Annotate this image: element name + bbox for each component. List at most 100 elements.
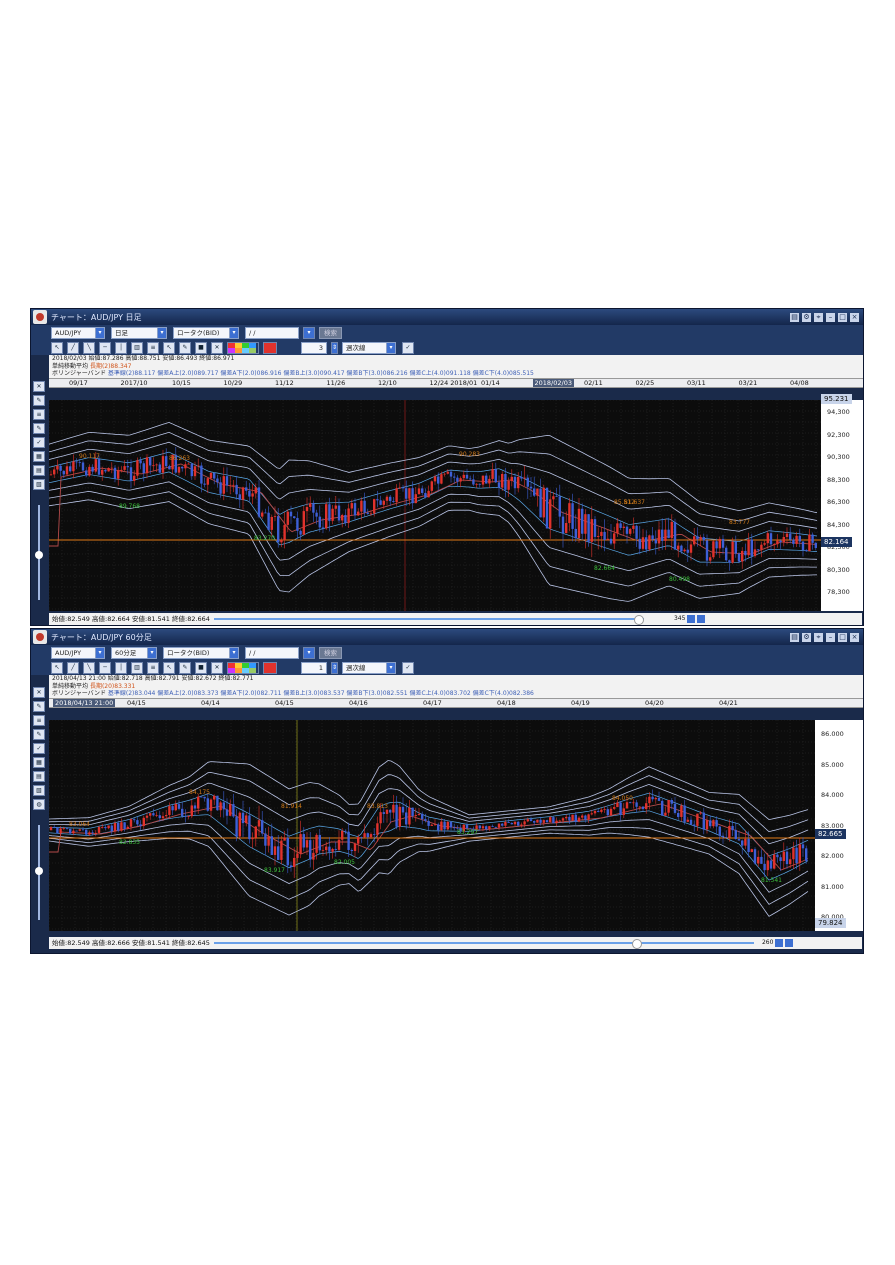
layers-icon[interactable]: ▧ xyxy=(33,479,45,490)
candle-body xyxy=(437,824,440,831)
color-palette[interactable] xyxy=(227,661,259,674)
delete-icon[interactable]: ■ xyxy=(195,341,207,354)
line-type-select[interactable]: 週次線 ▾ xyxy=(342,661,396,674)
horizontal-line-icon[interactable]: ─ xyxy=(99,661,111,674)
pencil-icon[interactable]: ✎ xyxy=(179,661,191,674)
color-palette[interactable] xyxy=(227,341,259,354)
table-icon[interactable]: ▦ xyxy=(33,451,45,462)
select-icon[interactable]: ↖ xyxy=(163,341,175,354)
clear-icon[interactable]: ✕ xyxy=(211,341,223,354)
price-axis: 78,300 80,300 82,300 84,300 86,300 88,300 90,3… xyxy=(821,394,863,611)
diagonal-line-icon[interactable]: ╲ xyxy=(83,341,95,354)
zoom-out-icon[interactable] xyxy=(775,939,784,947)
horizontal-line-icon[interactable]: ─ xyxy=(99,341,111,354)
pen-icon[interactable]: ✎ xyxy=(33,395,45,406)
chart-plot-area[interactable]: 90.117 89.768 86.263 83.270 90.283 85.512 82.6… xyxy=(48,399,821,611)
fibonacci-icon[interactable]: ≡ xyxy=(147,341,159,354)
maximize-icon[interactable]: □ xyxy=(838,632,847,642)
pen-icon[interactable]: ✎ xyxy=(33,701,45,712)
candle-body xyxy=(254,826,257,838)
globe-icon[interactable]: ◍ xyxy=(33,799,45,810)
vertical-line-icon[interactable]: │ xyxy=(115,661,127,674)
line-width-input[interactable]: 1 xyxy=(301,661,327,674)
candle-body xyxy=(270,836,273,855)
slider-knob[interactable] xyxy=(35,551,43,559)
select-icon[interactable]: ↖ xyxy=(163,661,175,674)
chart-plot-area[interactable]: 83.064 82.835 84.175 83.917 81.914 82.005 83.8… xyxy=(48,719,815,931)
list-icon[interactable]: ≡ xyxy=(33,409,45,420)
zoom-icon[interactable]: ✕ xyxy=(33,381,45,392)
layers-icon[interactable]: ▧ xyxy=(33,785,45,796)
horizontal-scroll-slider[interactable] xyxy=(213,939,754,949)
price-type-select[interactable]: ロータク(BID) ▾ xyxy=(173,326,239,339)
fibonacci-icon[interactable]: ≡ xyxy=(147,661,159,674)
horizontal-scroll-slider[interactable] xyxy=(213,615,644,625)
candle-body xyxy=(590,519,593,542)
timeframe-select[interactable]: 日足 ▾ xyxy=(111,326,167,339)
calendar-icon[interactable]: ▾ xyxy=(303,646,315,659)
doc-icon[interactable]: ▤ xyxy=(33,771,45,782)
pin-icon[interactable]: ⌖ xyxy=(814,632,823,642)
slider-knob[interactable] xyxy=(631,939,642,949)
check-icon[interactable]: ✓ xyxy=(33,743,45,754)
delete-icon[interactable]: ■ xyxy=(195,661,207,674)
channel-icon[interactable]: ▥ xyxy=(131,661,143,674)
pin-icon[interactable]: ⌖ xyxy=(814,312,823,322)
date-input[interactable]: / / xyxy=(245,326,299,339)
vertical-zoom-slider[interactable] xyxy=(35,505,43,600)
minimize-icon[interactable]: – xyxy=(826,312,835,322)
print-icon[interactable]: ▤ xyxy=(790,632,799,642)
date-input[interactable]: / / xyxy=(245,646,299,659)
doc-icon[interactable]: ▤ xyxy=(33,465,45,476)
note-icon[interactable]: ✎ xyxy=(33,729,45,740)
maximize-icon[interactable]: □ xyxy=(838,312,847,322)
candle-body xyxy=(369,834,373,838)
date-tick: 03/11 xyxy=(687,378,706,387)
search-button[interactable]: 検索 xyxy=(319,326,342,339)
cursor-icon[interactable]: ↖ xyxy=(51,661,63,674)
price-type-select[interactable]: ロータク(BID) ▾ xyxy=(163,646,239,659)
candle-body xyxy=(549,499,552,529)
pencil-icon[interactable]: ✎ xyxy=(179,341,191,354)
vertical-zoom-slider[interactable] xyxy=(35,825,43,920)
close-icon[interactable]: × xyxy=(850,632,859,642)
price-tick: 84.000 xyxy=(821,791,844,799)
channel-icon[interactable]: ▥ xyxy=(131,341,143,354)
edit-icon[interactable]: ✓ xyxy=(402,661,414,674)
candle-body xyxy=(389,809,392,813)
stepper-icon[interactable]: ⇕ xyxy=(331,661,338,674)
table-icon[interactable]: ▦ xyxy=(33,757,45,768)
candle-body xyxy=(616,523,619,534)
edit-icon[interactable]: ✓ xyxy=(402,341,414,354)
line-type-select[interactable]: 週次線 ▾ xyxy=(342,341,396,354)
search-button[interactable]: 検索 xyxy=(319,646,342,659)
zoom-out-icon[interactable] xyxy=(687,615,696,623)
slider-knob[interactable] xyxy=(35,867,43,875)
check-icon[interactable]: ✓ xyxy=(33,437,45,448)
settings-icon[interactable]: ⚙ xyxy=(802,632,811,642)
trendline-icon[interactable]: ╱ xyxy=(67,341,79,354)
list-icon[interactable]: ≡ xyxy=(33,715,45,726)
vertical-line-icon[interactable]: │ xyxy=(115,341,127,354)
print-icon[interactable]: ▤ xyxy=(790,312,799,322)
stepper-icon[interactable]: ⇕ xyxy=(331,341,338,354)
zoom-icon[interactable]: ✕ xyxy=(33,687,45,698)
current-color-swatch[interactable] xyxy=(263,661,277,674)
pair-select[interactable]: AUD/JPY ▾ xyxy=(51,646,105,659)
diagonal-line-icon[interactable]: ╲ xyxy=(83,661,95,674)
current-color-swatch[interactable] xyxy=(263,341,277,354)
pair-select[interactable]: AUD/JPY ▾ xyxy=(51,326,105,339)
cursor-icon[interactable]: ↖ xyxy=(51,341,63,354)
calendar-icon[interactable]: ▾ xyxy=(303,326,315,339)
trendline-icon[interactable]: ╱ xyxy=(67,661,79,674)
zoom-in-icon[interactable] xyxy=(785,939,794,947)
close-icon[interactable]: × xyxy=(850,312,859,322)
line-width-input[interactable]: 3 xyxy=(301,341,327,354)
slider-knob[interactable] xyxy=(633,615,644,625)
timeframe-select[interactable]: 60分足 ▾ xyxy=(111,646,157,659)
clear-icon[interactable]: ✕ xyxy=(211,661,223,674)
note-icon[interactable]: ✎ xyxy=(33,423,45,434)
minimize-icon[interactable]: – xyxy=(826,632,835,642)
zoom-in-icon[interactable] xyxy=(697,615,706,623)
settings-icon[interactable]: ⚙ xyxy=(802,312,811,322)
